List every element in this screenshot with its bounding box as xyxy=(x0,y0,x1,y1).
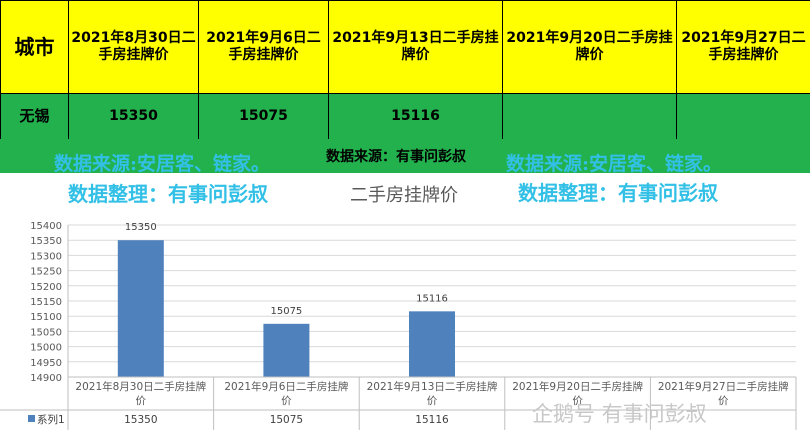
source-watermark-left: 数据来源:安居客、链家。 xyxy=(54,153,271,175)
y-axis: 14900 14950 15000 15050 15100 15150 15200 15250… xyxy=(30,221,69,384)
source-text: 数据来源：有事问彭叔 xyxy=(326,149,466,165)
header-date: 2021年9月27日二手房挂牌价 xyxy=(676,0,810,94)
chart-title: 二手房挂牌价 xyxy=(350,185,458,206)
table-value: 15116 xyxy=(415,414,449,426)
row-city: 无锡 xyxy=(0,93,69,140)
data-table: 2021年8月30日二手房挂牌价153502021年9月6日二手房挂牌价1507… xyxy=(0,376,797,430)
table-header-row: 城市 2021年8月30日二手房挂牌价 2021年9月6日二手房挂牌价 2021… xyxy=(0,0,810,94)
y-tick-label: 15350 xyxy=(30,236,62,247)
source-watermark-right: 数据来源:安居客、链家。 xyxy=(506,153,723,175)
y-tick-label: 15050 xyxy=(30,327,62,338)
table-value: 15075 xyxy=(270,414,303,426)
data-label: 15350 xyxy=(125,222,157,233)
header-city: 城市 xyxy=(0,0,69,94)
y-tick-label: 15000 xyxy=(30,343,62,354)
y-tick-label: 15100 xyxy=(30,312,62,323)
category-label: 价 xyxy=(136,395,147,407)
category-label: 价 xyxy=(427,395,438,407)
bars xyxy=(117,240,455,377)
y-tick-label: 15400 xyxy=(30,221,62,232)
category-label: 价 xyxy=(281,395,292,407)
header-date: 2021年9月6日二手房挂牌价 xyxy=(198,0,329,94)
category-label: 2021年8月30日二手房挂牌 xyxy=(75,380,206,393)
legend-swatch xyxy=(28,415,35,422)
y-tick-label: 15200 xyxy=(30,282,62,293)
organizer-watermark-right: 数据整理：有事问彭叔 xyxy=(518,181,718,205)
legend-label: 系列1 xyxy=(37,413,65,426)
green-band xyxy=(0,139,810,173)
bar xyxy=(263,323,310,377)
row-value: 15116 xyxy=(328,93,503,140)
category-label: 2021年9月20日二手房挂牌 xyxy=(512,380,643,393)
y-tick-label: 14950 xyxy=(30,358,62,369)
category-label: 2021年9月13日二手房挂牌 xyxy=(367,380,498,393)
y-tick-label: 15300 xyxy=(30,251,62,262)
bar xyxy=(409,311,455,377)
organizer-watermark-left: 数据整理：有事问彭叔 xyxy=(68,182,268,206)
category-label: 价 xyxy=(572,395,583,407)
table-row: 无锡 15350 15075 15116 xyxy=(0,93,810,140)
category-label: 2021年9月6日二手房挂牌 xyxy=(224,380,349,393)
header-date: 2021年9月13日二手房挂牌价 xyxy=(328,0,503,94)
bar xyxy=(117,240,164,377)
footer-watermark: 企鹅号 有事问彭叔 xyxy=(532,402,707,426)
row-value xyxy=(502,93,677,140)
table-value: 15350 xyxy=(124,414,157,426)
y-tick-label: 14900 xyxy=(30,373,62,384)
data-labels: 15350 15075 15116 xyxy=(125,222,448,317)
price-table: 城市 2021年8月30日二手房挂牌价 2021年9月6日二手房挂牌价 2021… xyxy=(0,0,810,140)
row-value: 15350 xyxy=(68,93,199,140)
category-label: 价 xyxy=(718,395,729,407)
category-label: 2021年9月27日二手房挂牌 xyxy=(658,380,789,393)
data-label: 15116 xyxy=(416,293,448,304)
y-tick-label: 15250 xyxy=(30,267,62,278)
data-label: 15075 xyxy=(270,306,302,317)
y-tick-label: 15150 xyxy=(30,297,62,308)
